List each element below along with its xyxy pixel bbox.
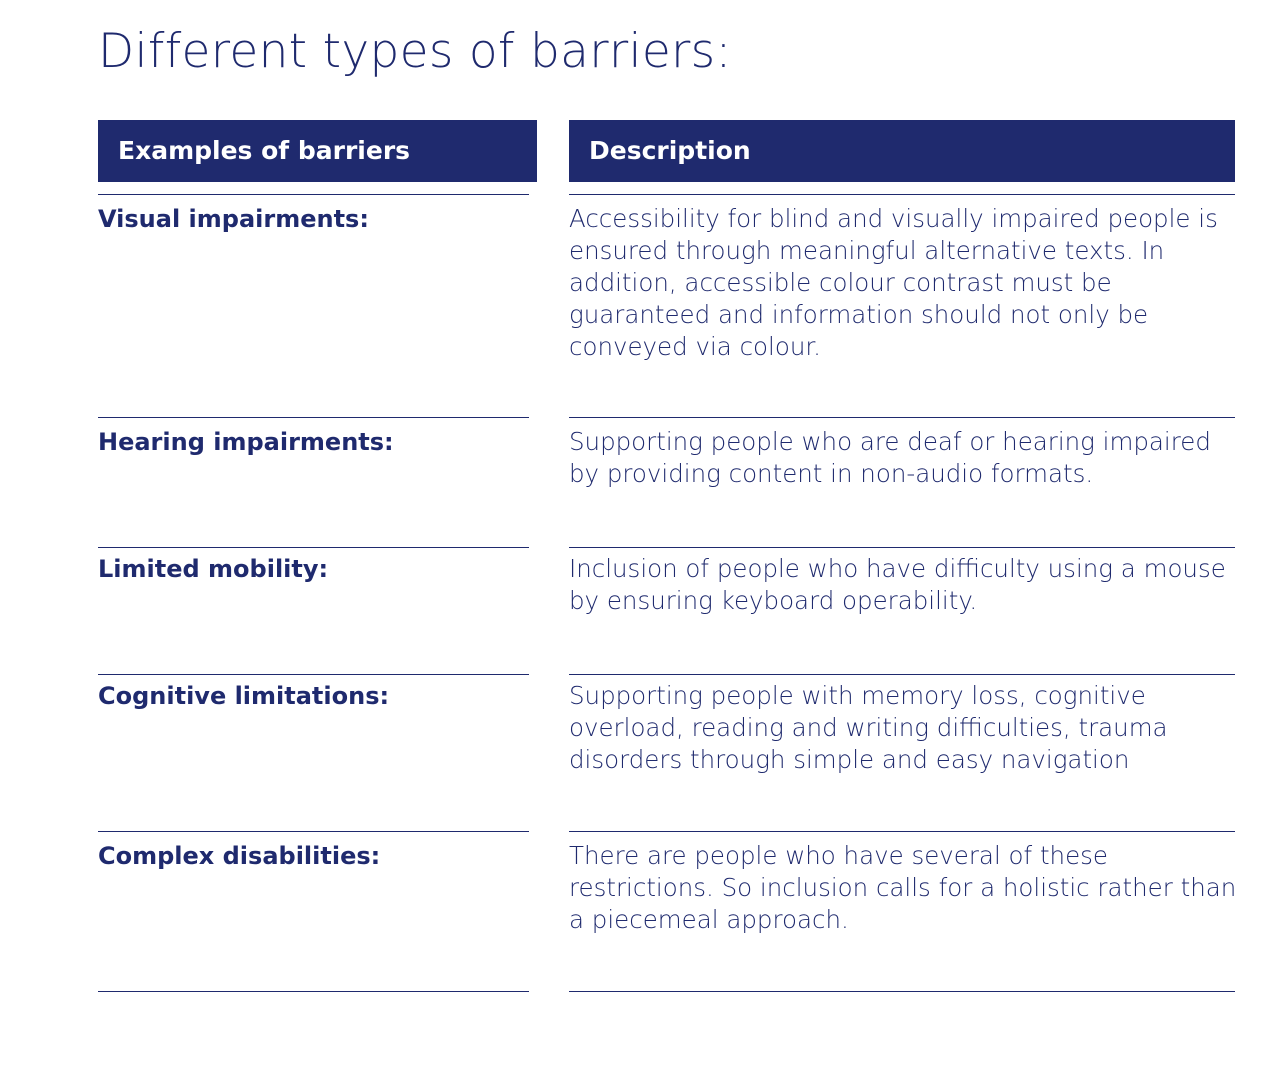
- barrier-name-mobility: Limited mobility:: [98, 555, 329, 583]
- divider: [98, 417, 529, 418]
- divider: [569, 417, 1235, 418]
- divider: [98, 194, 529, 195]
- divider: [98, 991, 529, 992]
- divider: [98, 831, 529, 832]
- divider: [569, 194, 1235, 195]
- table-header-description: Description: [569, 120, 1235, 182]
- barrier-description-visual: Accessibility for blind and visually imp…: [569, 204, 1218, 361]
- page-title: Different types of barriers:: [98, 24, 732, 79]
- barrier-description-complex: There are people who have several of the…: [569, 841, 1237, 934]
- barrier-name-hearing: Hearing impairments:: [98, 428, 394, 456]
- divider: [569, 547, 1235, 548]
- table-header-barriers: Examples of barriers: [98, 120, 537, 182]
- barrier-description-cognitive: Supporting people with memory loss, cogn…: [569, 681, 1168, 774]
- barrier-description-hearing: Supporting people who are deaf or hearin…: [569, 427, 1211, 488]
- divider: [98, 547, 529, 548]
- barrier-description-mobility: Inclusion of people who have difficulty …: [569, 554, 1226, 615]
- divider: [569, 674, 1235, 675]
- divider: [98, 674, 529, 675]
- barrier-name-visual: Visual impairments:: [98, 205, 369, 233]
- divider: [569, 991, 1235, 992]
- divider: [569, 831, 1235, 832]
- barrier-name-complex: Complex disabilities:: [98, 842, 381, 870]
- barrier-name-cognitive: Cognitive limitations:: [98, 682, 390, 710]
